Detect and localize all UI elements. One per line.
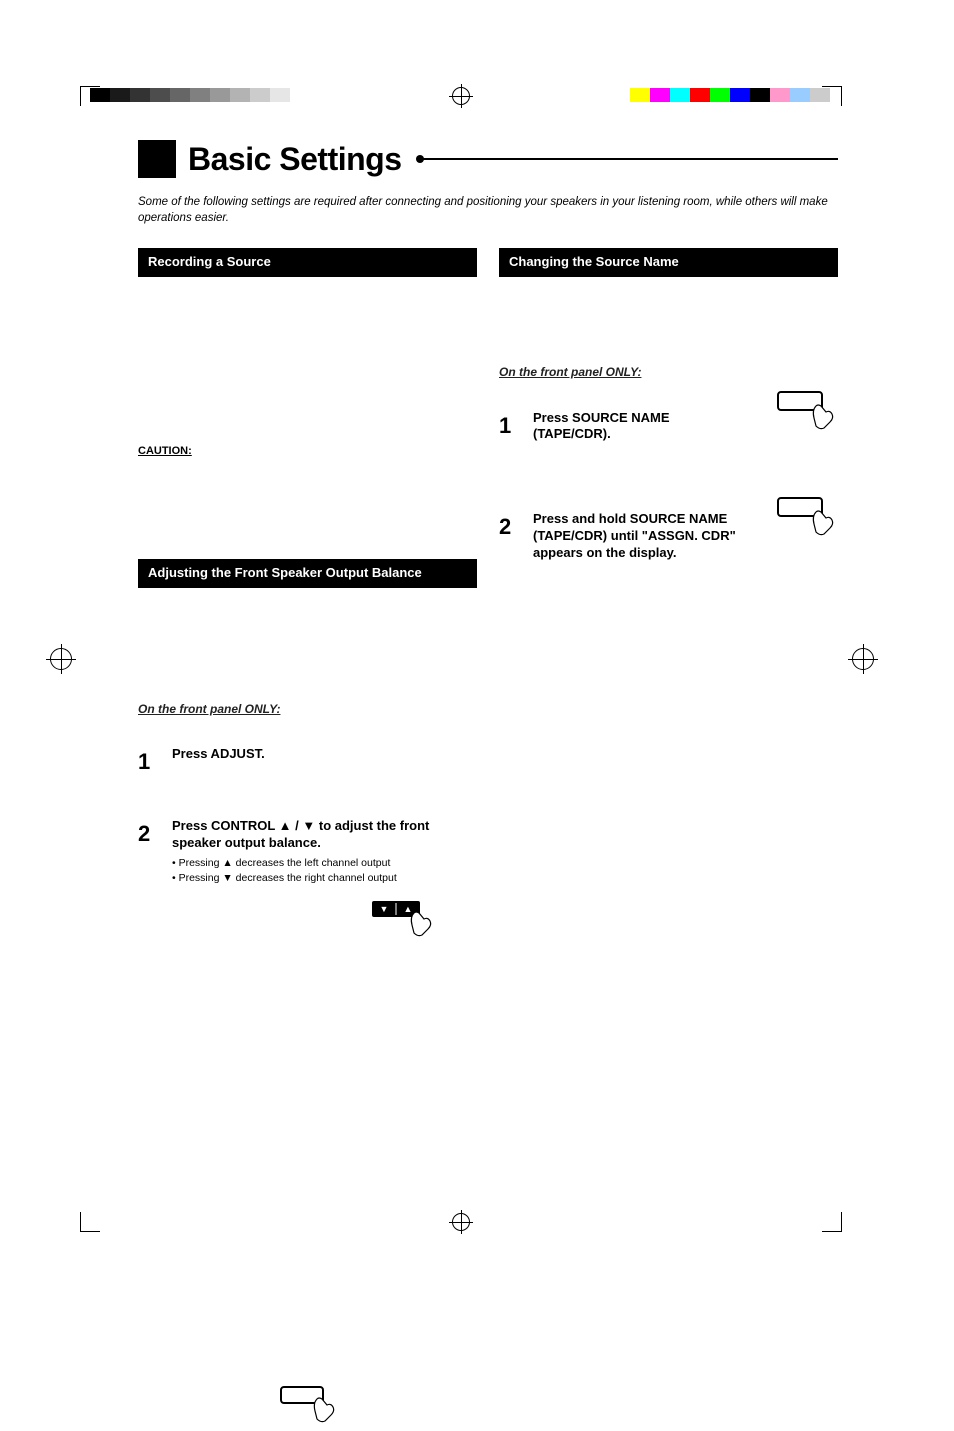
section-changing-source-name: Changing the Source Name (499, 248, 838, 277)
control-button-illustration: ▼ ▲ (368, 895, 477, 945)
title-row: Basic Settings (138, 140, 838, 178)
step-2-title: Press CONTROL ▲ / ▼ to adjust the front … (172, 818, 477, 852)
step-number: 2 (499, 511, 523, 543)
step-number: 1 (138, 746, 162, 778)
right-column: Changing the Source Name On the front pa… (499, 248, 838, 945)
step-2-desc1: • Pressing ▲ decreases the left channel … (172, 856, 477, 871)
front-panel-only-label: On the front panel ONLY: (138, 702, 280, 716)
step-1-title: Press ADJUST. (172, 746, 477, 763)
front-panel-only-label-right: On the front panel ONLY: (499, 365, 641, 379)
two-column-layout: Recording a Source CAUTION: Adjusting th… (138, 248, 838, 945)
intro-text: Some of the following settings are requi… (138, 194, 838, 226)
caution-label: CAUTION: (138, 444, 192, 460)
step-1-source-title: Press SOURCE NAME (TAPE/CDR). (533, 410, 733, 444)
step-1-adjust: 1 Press ADJUST. (138, 746, 477, 778)
svg-text:▼: ▼ (380, 904, 389, 914)
title-marker-box (138, 140, 176, 178)
registration-mark-left (50, 648, 72, 672)
recording-source-body: CAUTION: (138, 289, 477, 469)
registration-mark-right (852, 648, 874, 672)
step-2-control: 2 Press CONTROL ▲ / ▼ to adjust the fron… (138, 818, 477, 885)
section-recording-source: Recording a Source (138, 248, 477, 277)
source-name-button-illustration-2 (774, 494, 838, 546)
source-name-button-illustration-1 (774, 388, 838, 440)
bottom-crop-marks (0, 1212, 954, 1232)
step-number: 2 (138, 818, 162, 850)
left-column: Recording a Source CAUTION: Adjusting th… (138, 248, 477, 945)
step-number: 1 (499, 410, 523, 442)
top-crop-marks (0, 86, 954, 106)
step-2-desc2: • Pressing ▼ decreases the right channel… (172, 871, 477, 886)
page-title: Basic Settings (188, 141, 402, 178)
svg-text:▲: ▲ (404, 904, 413, 914)
registration-mark (452, 87, 470, 105)
title-rule (422, 158, 838, 160)
adjust-button-illustration (277, 1383, 337, 1431)
step-2-source-title: Press and hold SOURCE NAME (TAPE/CDR) un… (533, 511, 743, 562)
page-content: Basic Settings Some of the following set… (138, 140, 838, 945)
registration-mark-bottom (452, 1213, 470, 1231)
section-speaker-balance: Adjusting the Front Speaker Output Balan… (138, 559, 477, 588)
